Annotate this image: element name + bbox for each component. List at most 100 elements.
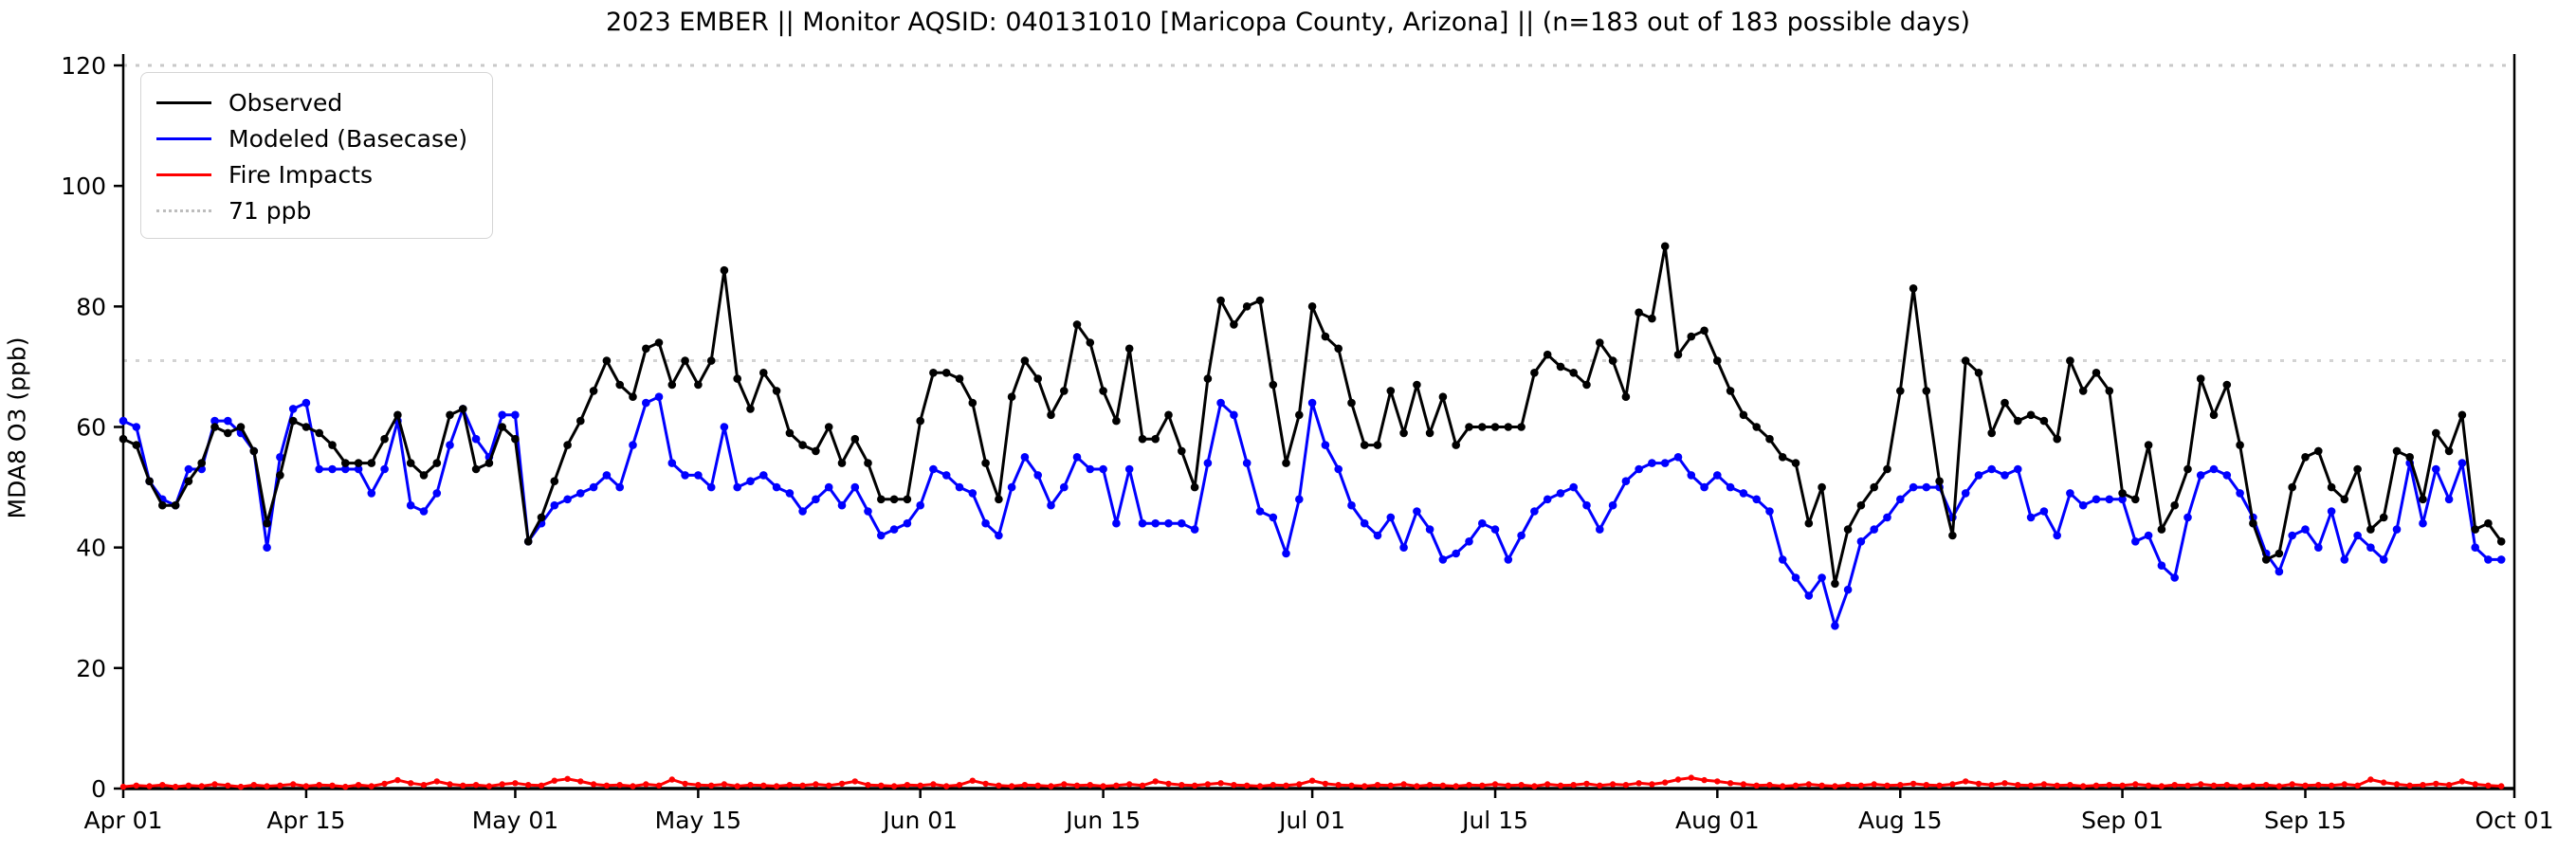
data-point <box>1322 780 1329 788</box>
y-tick-label: 0 <box>91 775 106 803</box>
data-point <box>1753 782 1760 789</box>
data-point <box>1778 555 1787 564</box>
data-point <box>146 783 153 789</box>
data-point <box>316 782 322 789</box>
data-point <box>1256 783 1264 789</box>
data-point <box>2353 531 2362 540</box>
data-point <box>1963 778 1969 785</box>
data-point <box>916 500 924 510</box>
data-point <box>2444 495 2454 504</box>
data-point <box>798 507 807 516</box>
data-point <box>956 782 963 789</box>
data-point <box>537 513 546 522</box>
data-point <box>1856 500 1866 510</box>
data-point <box>1517 531 1526 540</box>
legend-item-threshold: 71 ppb <box>156 192 477 228</box>
data-point <box>1765 507 1774 516</box>
data-point <box>2196 374 2205 383</box>
data-point <box>2406 782 2413 789</box>
data-point <box>917 782 923 789</box>
data-point <box>1673 350 1683 359</box>
data-point <box>499 781 505 788</box>
data-point <box>1870 525 1878 534</box>
data-point <box>2066 489 2074 498</box>
data-point <box>2432 464 2440 474</box>
data-point <box>276 453 284 462</box>
data-point <box>1230 320 1238 329</box>
data-point <box>2001 471 2009 480</box>
data-point <box>654 338 664 347</box>
data-point <box>2014 416 2022 426</box>
data-point <box>589 387 598 395</box>
series-line-observed <box>122 245 2503 586</box>
y-axis-label: MDA8 O3 (ppb) <box>3 336 31 519</box>
data-point <box>2223 782 2230 789</box>
data-point <box>576 416 585 426</box>
data-point <box>342 783 349 790</box>
data-point <box>1020 453 1030 462</box>
data-point <box>1778 453 1787 462</box>
data-point <box>1660 242 1670 251</box>
data-point <box>2145 782 2152 789</box>
data-point <box>785 428 795 438</box>
data-point <box>968 489 977 498</box>
data-point <box>2040 781 2048 788</box>
data-point <box>2302 782 2309 789</box>
data-point <box>1660 459 1670 467</box>
data-point <box>589 482 598 492</box>
data-point <box>2198 781 2204 788</box>
data-point <box>2263 782 2270 789</box>
data-point <box>211 781 218 788</box>
data-point <box>667 380 677 390</box>
data-point <box>1949 781 1956 788</box>
data-point <box>2353 464 2362 474</box>
data-point <box>1504 423 1513 431</box>
data-point <box>550 500 559 510</box>
data-point <box>420 782 428 789</box>
data-point <box>2340 495 2349 504</box>
data-point <box>1871 781 1877 788</box>
legend-item-fire: Fire Impacts <box>156 156 477 192</box>
data-point <box>1099 387 1107 395</box>
data-point <box>837 459 847 467</box>
data-point <box>1124 344 1134 354</box>
data-point <box>667 459 677 467</box>
x-tick-label: Sep 15 <box>2264 807 2347 834</box>
data-point <box>1361 783 1368 789</box>
data-point <box>2275 549 2284 558</box>
data-point <box>328 464 337 474</box>
data-point <box>406 459 415 467</box>
data-point <box>538 782 545 789</box>
data-point <box>2236 489 2244 498</box>
data-point <box>642 344 650 354</box>
data-point <box>472 782 480 789</box>
data-point <box>1948 531 1957 540</box>
data-point <box>1490 525 1500 534</box>
data-point <box>2249 518 2257 528</box>
data-point <box>1242 302 1251 311</box>
data-point <box>759 471 768 480</box>
data-point <box>277 782 283 789</box>
data-point <box>2405 453 2414 462</box>
data-point <box>2236 441 2244 449</box>
data-point <box>511 434 520 444</box>
data-point <box>225 782 231 789</box>
data-point <box>890 783 898 789</box>
data-point <box>1400 781 1407 788</box>
data-point <box>1439 782 1447 789</box>
data-point <box>276 471 284 480</box>
data-point <box>851 778 858 785</box>
data-point <box>629 441 637 449</box>
data-point <box>1557 782 1564 789</box>
data-point <box>1399 543 1408 552</box>
data-point <box>1687 332 1696 341</box>
data-point <box>1465 537 1473 546</box>
data-point <box>1178 518 1186 528</box>
data-point <box>355 782 362 789</box>
data-point <box>903 495 912 504</box>
data-point <box>1740 781 1747 788</box>
data-point <box>1791 459 1800 467</box>
data-point <box>955 374 964 383</box>
data-point <box>2092 369 2101 377</box>
data-point <box>1282 549 1290 558</box>
